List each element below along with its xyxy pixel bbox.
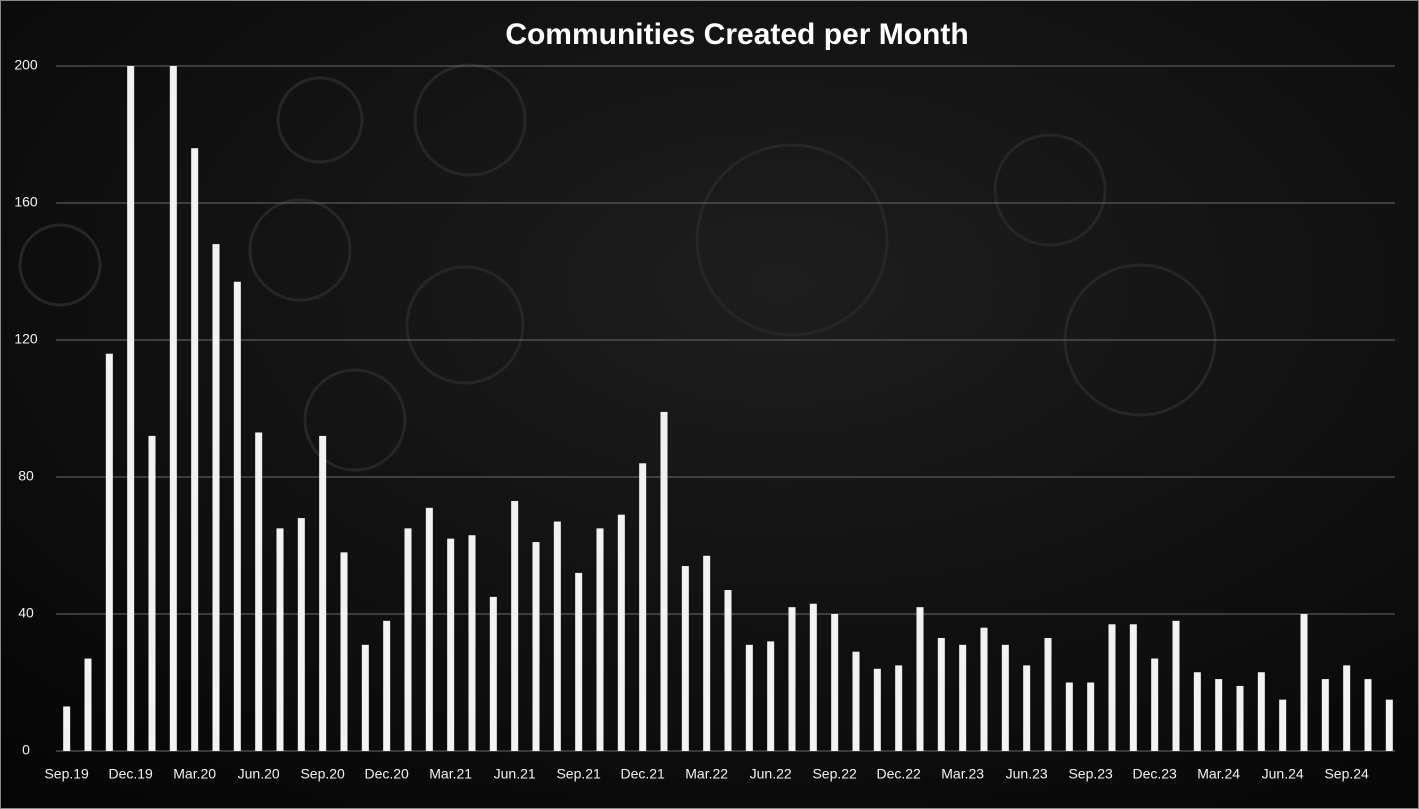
x-tick-label: Dec.20 [364, 766, 409, 782]
bar [873, 668, 881, 751]
bar [660, 411, 668, 751]
x-tick-label: Jun.23 [1006, 766, 1048, 782]
x-tick-label: Dec.22 [876, 766, 921, 782]
bar [1343, 665, 1351, 751]
x-tick-label: Mar.24 [1197, 766, 1240, 782]
x-tick-label: Mar.20 [173, 766, 216, 782]
bar [1300, 614, 1308, 751]
y-tick-label: 200 [14, 57, 38, 73]
y-tick-label: 80 [18, 468, 34, 484]
bar [319, 435, 327, 751]
bar [425, 507, 433, 751]
bar [980, 627, 988, 751]
bar [297, 518, 305, 751]
bar [916, 607, 924, 751]
bar [831, 614, 839, 751]
bar [617, 514, 625, 751]
bar [1023, 665, 1031, 751]
bar [361, 644, 369, 751]
bar [1236, 685, 1244, 751]
bar [1215, 679, 1223, 751]
bar [724, 590, 732, 751]
bar [233, 281, 241, 751]
bar [1129, 624, 1137, 751]
bar [276, 528, 284, 751]
bar [105, 353, 113, 751]
bar [404, 528, 412, 751]
bar [852, 651, 860, 751]
y-tick-label: 160 [14, 194, 38, 210]
x-tick-label: Dec.21 [620, 766, 665, 782]
bar [447, 538, 455, 751]
bar [745, 644, 753, 751]
x-tick-label: Jun.20 [238, 766, 280, 782]
y-tick-label: 0 [22, 742, 30, 758]
x-tick-label: Mar.21 [429, 766, 472, 782]
bar [191, 148, 199, 751]
bar [1001, 644, 1009, 751]
y-tick-label: 40 [18, 605, 34, 621]
bar [489, 596, 497, 751]
bar [1193, 672, 1201, 751]
x-tick-label: Dec.19 [108, 766, 153, 782]
bar [639, 463, 647, 751]
bar [809, 603, 817, 751]
bar [596, 528, 604, 751]
bar [575, 572, 583, 751]
decoration [18, 63, 1217, 472]
x-tick-label: Jun.22 [750, 766, 792, 782]
bar [340, 552, 348, 751]
x-tick-label: Dec.23 [1132, 766, 1177, 782]
bar [63, 706, 71, 751]
bar [1087, 682, 1095, 751]
bar [212, 244, 220, 751]
bar [169, 66, 177, 751]
bar [553, 521, 561, 751]
bar [148, 435, 156, 751]
bar [1151, 658, 1159, 751]
x-tick-label: Sep.20 [300, 766, 345, 782]
bar [1279, 699, 1287, 751]
bar [1321, 679, 1329, 751]
bar [681, 566, 689, 751]
x-tick-label: Jun.21 [494, 766, 536, 782]
x-tick-label: Sep.24 [1324, 766, 1369, 782]
x-tick-label: Sep.19 [44, 766, 89, 782]
bar [511, 500, 519, 751]
bar [1172, 620, 1180, 751]
bar [1257, 672, 1265, 751]
bar [1065, 682, 1073, 751]
x-tick-label: Sep.23 [1068, 766, 1113, 782]
bar [468, 535, 476, 751]
bar [532, 542, 540, 751]
bar [788, 607, 796, 751]
bar [959, 644, 967, 751]
x-tick-label: Sep.22 [812, 766, 857, 782]
bar [703, 555, 711, 751]
bar [895, 665, 903, 751]
x-tick-label: Mar.22 [685, 766, 728, 782]
x-tick-label: Jun.24 [1262, 766, 1304, 782]
x-tick-label: Mar.23 [941, 766, 984, 782]
bar [1385, 699, 1393, 751]
bar [937, 637, 945, 751]
bar [383, 620, 391, 751]
chart-title: Communities Created per Month [505, 18, 968, 51]
bar [255, 432, 263, 751]
bar [127, 66, 135, 751]
bar [1108, 624, 1116, 751]
bar [1044, 637, 1052, 751]
x-tick-label: Sep.21 [556, 766, 601, 782]
bar [84, 658, 92, 751]
y-tick-label: 120 [14, 331, 38, 347]
bar [767, 641, 775, 751]
bar [1364, 679, 1372, 751]
